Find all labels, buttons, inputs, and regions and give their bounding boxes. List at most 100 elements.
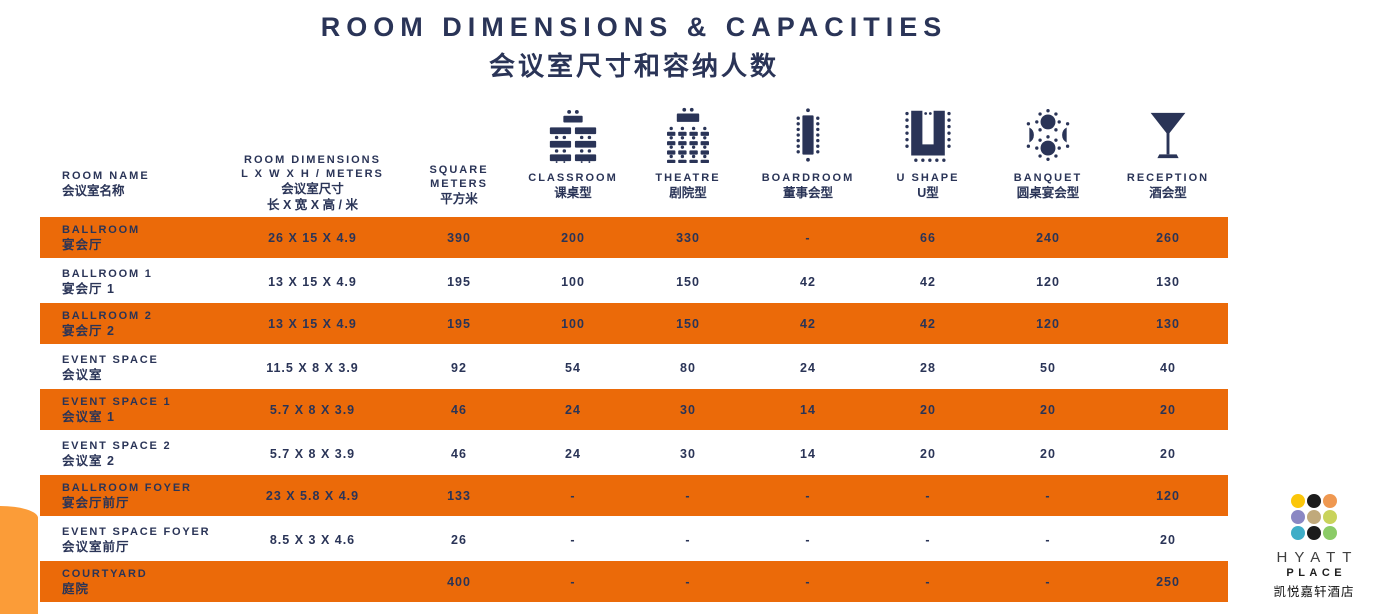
boardroom-cell: 42: [800, 316, 816, 331]
table-header-row: ROOM NAME 会议室名称 ROOM DIMENSIONS L X W X …: [40, 99, 1228, 217]
logo-dots: [1291, 494, 1337, 540]
header-theatre: THEATRE 剧院型: [628, 103, 748, 213]
room-name-en: EVENT SPACE 1: [62, 395, 172, 408]
page-title-zh: 会议室尺寸和容纳人数: [488, 51, 779, 81]
column-label-zh: 圆桌宴会型: [1016, 186, 1080, 200]
dimensions-cell: 26 X 15 X 4.9: [268, 230, 357, 245]
ushape-cell: 28: [920, 360, 936, 375]
logo-dot: [1291, 510, 1305, 524]
ushape-cell: 66: [920, 230, 936, 245]
header-square-meters: SQUARE METERS 平方米: [400, 163, 518, 207]
column-label-en: U SHAPE: [896, 172, 960, 184]
header-reception: RECEPTION 酒会型: [1108, 103, 1228, 213]
room-name-zh: 宴会厅: [62, 237, 103, 252]
sqm-cell: 46: [451, 446, 467, 461]
logo-dot: [1291, 494, 1305, 508]
column-label-en: SQUARE METERS: [429, 164, 489, 190]
room-name-zh: 会议室: [62, 367, 103, 382]
room-name-cell: EVENT SPACE 会议室: [40, 353, 225, 383]
boardroom-cell: 24: [800, 360, 816, 375]
banquet-cell: -: [1045, 532, 1051, 547]
room-name-en: EVENT SPACE: [62, 353, 159, 366]
room-name-zh: 宴会厅 1: [62, 281, 115, 296]
page-title-en: ROOM DIMENSIONS & CAPACITIES: [320, 12, 948, 42]
reception-cell: 120: [1156, 488, 1180, 503]
reception-cell: 130: [1156, 274, 1180, 289]
dimensions-cell: 5.7 X 8 X 3.9: [269, 446, 356, 461]
room-name-en: EVENT SPACE 2: [62, 439, 172, 452]
room-name-en: BALLROOM 2: [62, 309, 153, 322]
dimensions-cell: 11.5 X 8 X 3.9: [266, 360, 359, 375]
banquet-cell: 20: [1040, 402, 1056, 417]
hyatt-place-logo: HYATT PLACE 凯悦嘉轩酒店: [1260, 494, 1368, 600]
brand-name-zh: 凯悦嘉轩酒店: [1273, 585, 1355, 599]
banquet-cell: 50: [1040, 360, 1056, 375]
classroom-cell: 100: [561, 274, 585, 289]
ushape-cell: 42: [920, 274, 936, 289]
room-name-zh: 会议室前厅: [62, 539, 130, 554]
classroom-cell: -: [570, 488, 576, 503]
logo-dot: [1323, 494, 1337, 508]
reception-cell: 250: [1156, 574, 1180, 589]
sqm-cell: 92: [451, 360, 467, 375]
header-classroom: CLASSROOM 课桌型: [518, 103, 628, 213]
reception-cell: 20: [1160, 532, 1176, 547]
column-label-zh: 课桌型: [554, 186, 592, 200]
corner-accent-shape: [0, 506, 38, 614]
column-label-en: THEATRE: [655, 172, 721, 184]
room-name-cell: EVENT SPACE FOYER 会议室前厅: [40, 525, 225, 555]
dimensions-cell: 13 X 15 X 4.9: [268, 316, 357, 331]
header-room-name: ROOM NAME 会议室名称: [40, 169, 225, 199]
boardroom-cell: -: [805, 532, 811, 547]
boardroom-cell: 14: [800, 402, 816, 417]
theatre-cell: -: [685, 488, 691, 503]
room-name-cell: BALLROOM 宴会厅: [40, 223, 225, 253]
sqm-cell: 195: [447, 316, 471, 331]
column-label-zh: 会议室尺寸: [281, 182, 344, 196]
boardroom-cell: 42: [800, 274, 816, 289]
room-name-cell: BALLROOM FOYER 宴会厅前厅: [40, 481, 225, 511]
theatre-cell: 150: [676, 274, 700, 289]
ushape-cell: 20: [920, 446, 936, 461]
theatre-cell: 80: [680, 360, 696, 375]
room-name-en: BALLROOM 1: [62, 267, 153, 280]
boardroom-cell: 14: [800, 446, 816, 461]
column-label-en: BOARDROOM: [761, 172, 855, 184]
room-name-zh: 会议室 1: [62, 409, 115, 424]
column-label-en: BANQUET: [1013, 172, 1083, 184]
room-name-en: COURTYARD: [62, 567, 148, 580]
room-name-cell: COURTYARD 庭院: [40, 567, 225, 597]
reception-cell: 260: [1156, 230, 1180, 245]
dimensions-cell: 5.7 X 8 X 3.9: [269, 402, 356, 417]
classroom-cell: 200: [561, 230, 585, 245]
classroom-cell: 24: [565, 402, 581, 417]
brand-name: HYATT: [1276, 549, 1359, 566]
table-row-ballroom: BALLROOM 宴会厅 26 X 15 X 4.9 390 200 330 -…: [40, 217, 1228, 260]
logo-dot: [1323, 510, 1337, 524]
sqm-cell: 390: [447, 230, 471, 245]
table-row-event-space-2: EVENT SPACE 2 会议室 2 5.7 X 8 X 3.9 46 24 …: [40, 432, 1228, 475]
table-row-event-space-1: EVENT SPACE 1 会议室 1 5.7 X 8 X 3.9 46 24 …: [40, 389, 1228, 432]
header-boardroom: BOARDROOM 董事会型: [748, 103, 868, 213]
capacity-table: ROOM NAME 会议室名称 ROOM DIMENSIONS L X W X …: [40, 99, 1228, 604]
classroom-cell: -: [570, 532, 576, 547]
banquet-cell: 20: [1040, 446, 1056, 461]
column-label-zh: 会议室名称: [62, 184, 125, 198]
classroom-cell: 24: [565, 446, 581, 461]
u-shape-icon: [902, 103, 954, 163]
room-name-zh: 会议室 2: [62, 453, 115, 468]
banquet-cell: 120: [1036, 316, 1060, 331]
room-name-en: EVENT SPACE FOYER: [62, 525, 211, 538]
column-label-zh: 剧院型: [669, 186, 707, 200]
theatre-cell: -: [685, 532, 691, 547]
boardroom-cell: -: [805, 488, 811, 503]
room-name-zh: 庭院: [62, 581, 90, 596]
ushape-cell: 42: [920, 316, 936, 331]
dimensions-cell: 23 X 5.8 X 4.9: [265, 488, 360, 503]
sqm-cell: 46: [451, 402, 467, 417]
sqm-cell: 400: [447, 574, 471, 589]
banquet-cell: 240: [1036, 230, 1060, 245]
room-name-zh: 宴会厅 2: [62, 323, 115, 338]
column-label-zh: 平方米: [440, 192, 478, 206]
room-name-en: BALLROOM FOYER: [62, 481, 192, 494]
